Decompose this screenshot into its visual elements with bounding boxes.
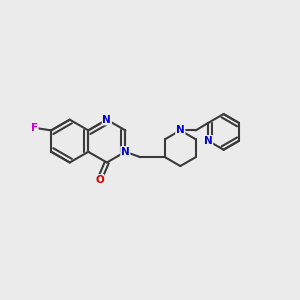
Text: F: F [31,123,38,133]
Text: N: N [204,136,212,146]
Text: N: N [102,115,111,125]
Text: N: N [176,125,185,135]
Text: O: O [95,175,104,185]
Text: N: N [121,147,130,157]
